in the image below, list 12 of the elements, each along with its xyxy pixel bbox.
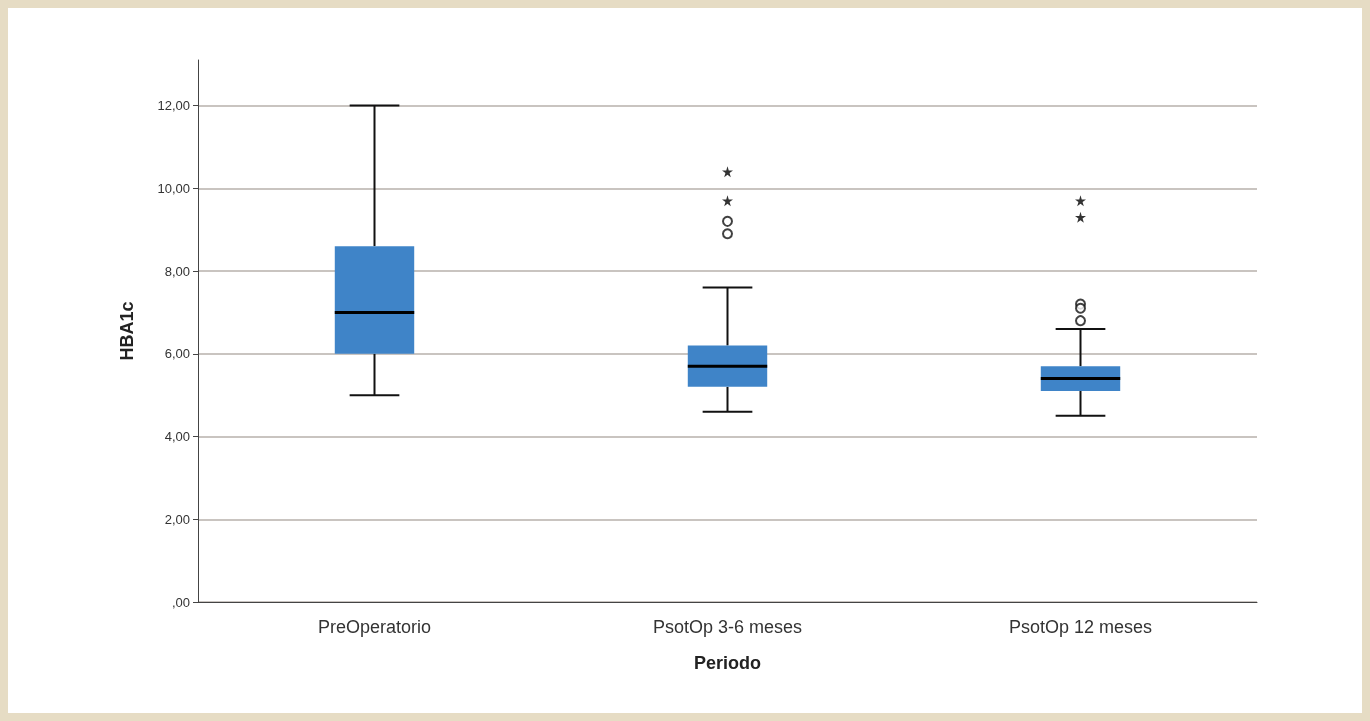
y-tick-label: 12,00 — [157, 98, 190, 114]
y-tick-label: 6,00 — [164, 346, 190, 362]
x-tick-label: PsotOp 12 meses — [1008, 617, 1153, 637]
y-tick-label: ,00 — [171, 594, 190, 610]
y-axis-title: HBA1c — [117, 301, 137, 361]
x-tick-label: PsotOp 3-6 meses — [652, 617, 803, 637]
y-tick-label: 10,00 — [157, 180, 190, 196]
x-axis-title: Periodo — [693, 653, 762, 673]
y-tick-label: 4,00 — [164, 429, 190, 444]
x-tick-label: PreOperatorio — [317, 617, 432, 637]
y-tick-label: 8,00 — [164, 263, 190, 279]
y-tick-label: 2,00 — [164, 511, 190, 527]
